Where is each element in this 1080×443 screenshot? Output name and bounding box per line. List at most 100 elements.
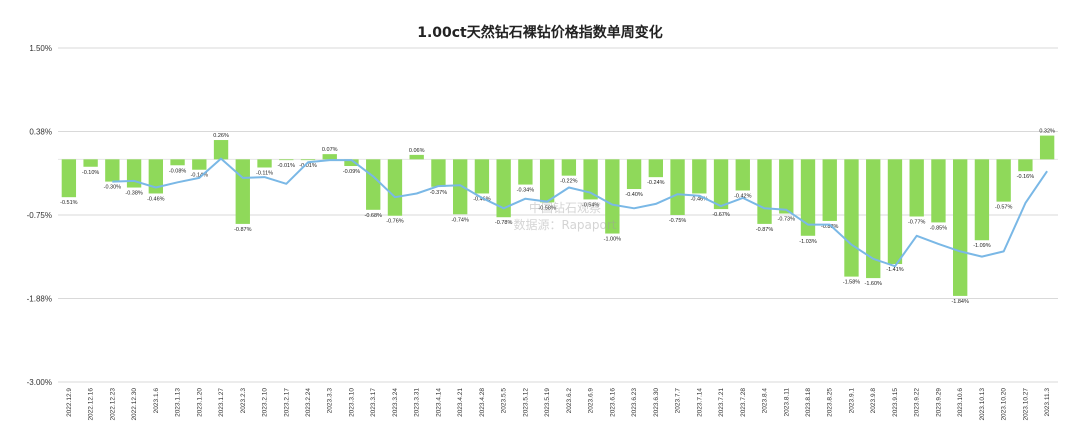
bar (431, 159, 446, 187)
bar (257, 159, 272, 168)
x-tick-label: 2023.4.14 (435, 388, 442, 417)
data-label: -0.68% (364, 213, 382, 219)
x-tick-label: 2023.6.30 (653, 388, 660, 417)
x-tick-label: 2023.4.28 (479, 388, 486, 417)
x-tick-label: 2022.12.30 (131, 388, 138, 421)
bar (909, 159, 924, 217)
bar (757, 159, 772, 224)
y-tick-label: -0.75% (27, 211, 52, 220)
data-label: -0.76% (386, 219, 404, 225)
data-label: -1.41% (886, 267, 904, 273)
data-label: -0.24% (647, 180, 665, 186)
bar (148, 159, 163, 194)
bar (931, 159, 946, 223)
data-label: -0.75% (669, 218, 687, 224)
bar (213, 140, 229, 160)
data-label: -0.14% (191, 173, 209, 179)
x-tick-label: 2023.1.20 (196, 388, 203, 417)
x-tick-label: 2023.7.21 (718, 388, 725, 417)
x-tick-label: 2023.11.3 (1044, 388, 1051, 417)
x-tick-label: 2023.6.23 (631, 388, 638, 417)
data-label: -0.67% (712, 212, 730, 218)
bar (996, 159, 1011, 202)
x-tick-label: 2023.5.12 (522, 388, 529, 417)
bar (692, 159, 707, 194)
bar (453, 159, 468, 215)
x-tick-label: 2023.2.24 (305, 388, 312, 417)
bar (83, 159, 98, 167)
x-tick-label: 2023.9.22 (914, 388, 921, 417)
bar (822, 159, 837, 221)
x-tick-label: 2023.4.21 (457, 388, 464, 417)
x-tick-label: 2023.9.15 (892, 388, 899, 417)
x-tick-label: 2023.7.7 (675, 388, 682, 414)
bar (300, 159, 316, 161)
bar (344, 159, 359, 167)
data-label: -0.10% (82, 170, 100, 176)
data-label: -0.74% (451, 217, 469, 223)
data-label: -1.00% (604, 237, 622, 243)
data-label: -0.30% (104, 185, 122, 191)
watermark: 中国钻石观察 数据源：Rapaport (500, 200, 630, 234)
y-tick-label: 0.38% (29, 128, 52, 137)
x-tick-label: 2023.6.16 (609, 388, 616, 417)
y-tick-label: -3.00% (27, 378, 52, 387)
bar (387, 159, 403, 216)
x-tick-label: 2023.9.8 (870, 388, 877, 414)
data-label: -0.01% (278, 163, 296, 169)
data-label: -1.84% (951, 299, 969, 305)
data-label: -0.40% (625, 192, 643, 198)
bar (887, 159, 903, 264)
x-tick-label: 2023.1.13 (175, 388, 182, 417)
chart-title: 1.00ct天然钻石裸钻价格指数单周变化 (417, 25, 663, 41)
data-label: -1.03% (799, 239, 817, 245)
data-label: -0.22% (560, 179, 578, 185)
x-tick-label: 2023.10.27 (1022, 388, 1029, 421)
x-tick-label: 2023.7.28 (740, 388, 747, 417)
x-tick-label: 2023.8.4 (762, 388, 769, 414)
bar (670, 159, 685, 215)
x-tick-label: 2023.10.6 (957, 388, 964, 417)
data-label: -0.57% (995, 205, 1013, 211)
bar (474, 159, 490, 194)
bar (170, 159, 185, 166)
data-label: -0.46% (147, 196, 165, 202)
data-label: -1.58% (843, 280, 861, 286)
data-label: -0.77% (908, 219, 926, 225)
bar (735, 159, 750, 191)
data-label: -0.58% (538, 205, 556, 211)
data-label: 0.07% (322, 147, 338, 153)
data-label: -0.46% (691, 196, 709, 202)
data-label: -0.11% (256, 170, 273, 176)
x-tick-label: 2023.7.14 (696, 388, 703, 417)
data-label: -0.38% (125, 191, 143, 197)
bar (409, 154, 424, 160)
bar (105, 159, 120, 182)
data-label: -0.42% (734, 194, 752, 200)
data-label: -1.60% (864, 281, 882, 287)
data-label: -0.51% (60, 200, 78, 206)
x-tick-label: 2023.9.1 (848, 388, 855, 414)
data-label: -0.34% (517, 188, 535, 194)
data-label: -0.09% (343, 169, 361, 175)
bar (866, 159, 881, 279)
bar (539, 159, 555, 203)
bar (648, 159, 663, 178)
bar (953, 159, 968, 296)
x-tick-label: 2023.2.3 (240, 388, 247, 414)
bar (626, 159, 642, 190)
bar (61, 159, 77, 198)
data-label: -0.46% (473, 196, 491, 202)
x-tick-label: 2022.12.9 (66, 388, 73, 417)
x-tick-label: 2023.3.24 (392, 388, 399, 417)
x-tick-label: 2023.3.3 (327, 388, 334, 414)
y-tick-label: 1.50% (29, 44, 52, 53)
data-label: -0.85% (930, 225, 948, 231)
x-tick-label: 2023.6.9 (588, 388, 595, 414)
data-label: -0.83% (821, 224, 839, 230)
x-tick-label: 2023.6.2 (566, 388, 573, 414)
bar (1039, 135, 1055, 160)
bar (779, 159, 794, 214)
